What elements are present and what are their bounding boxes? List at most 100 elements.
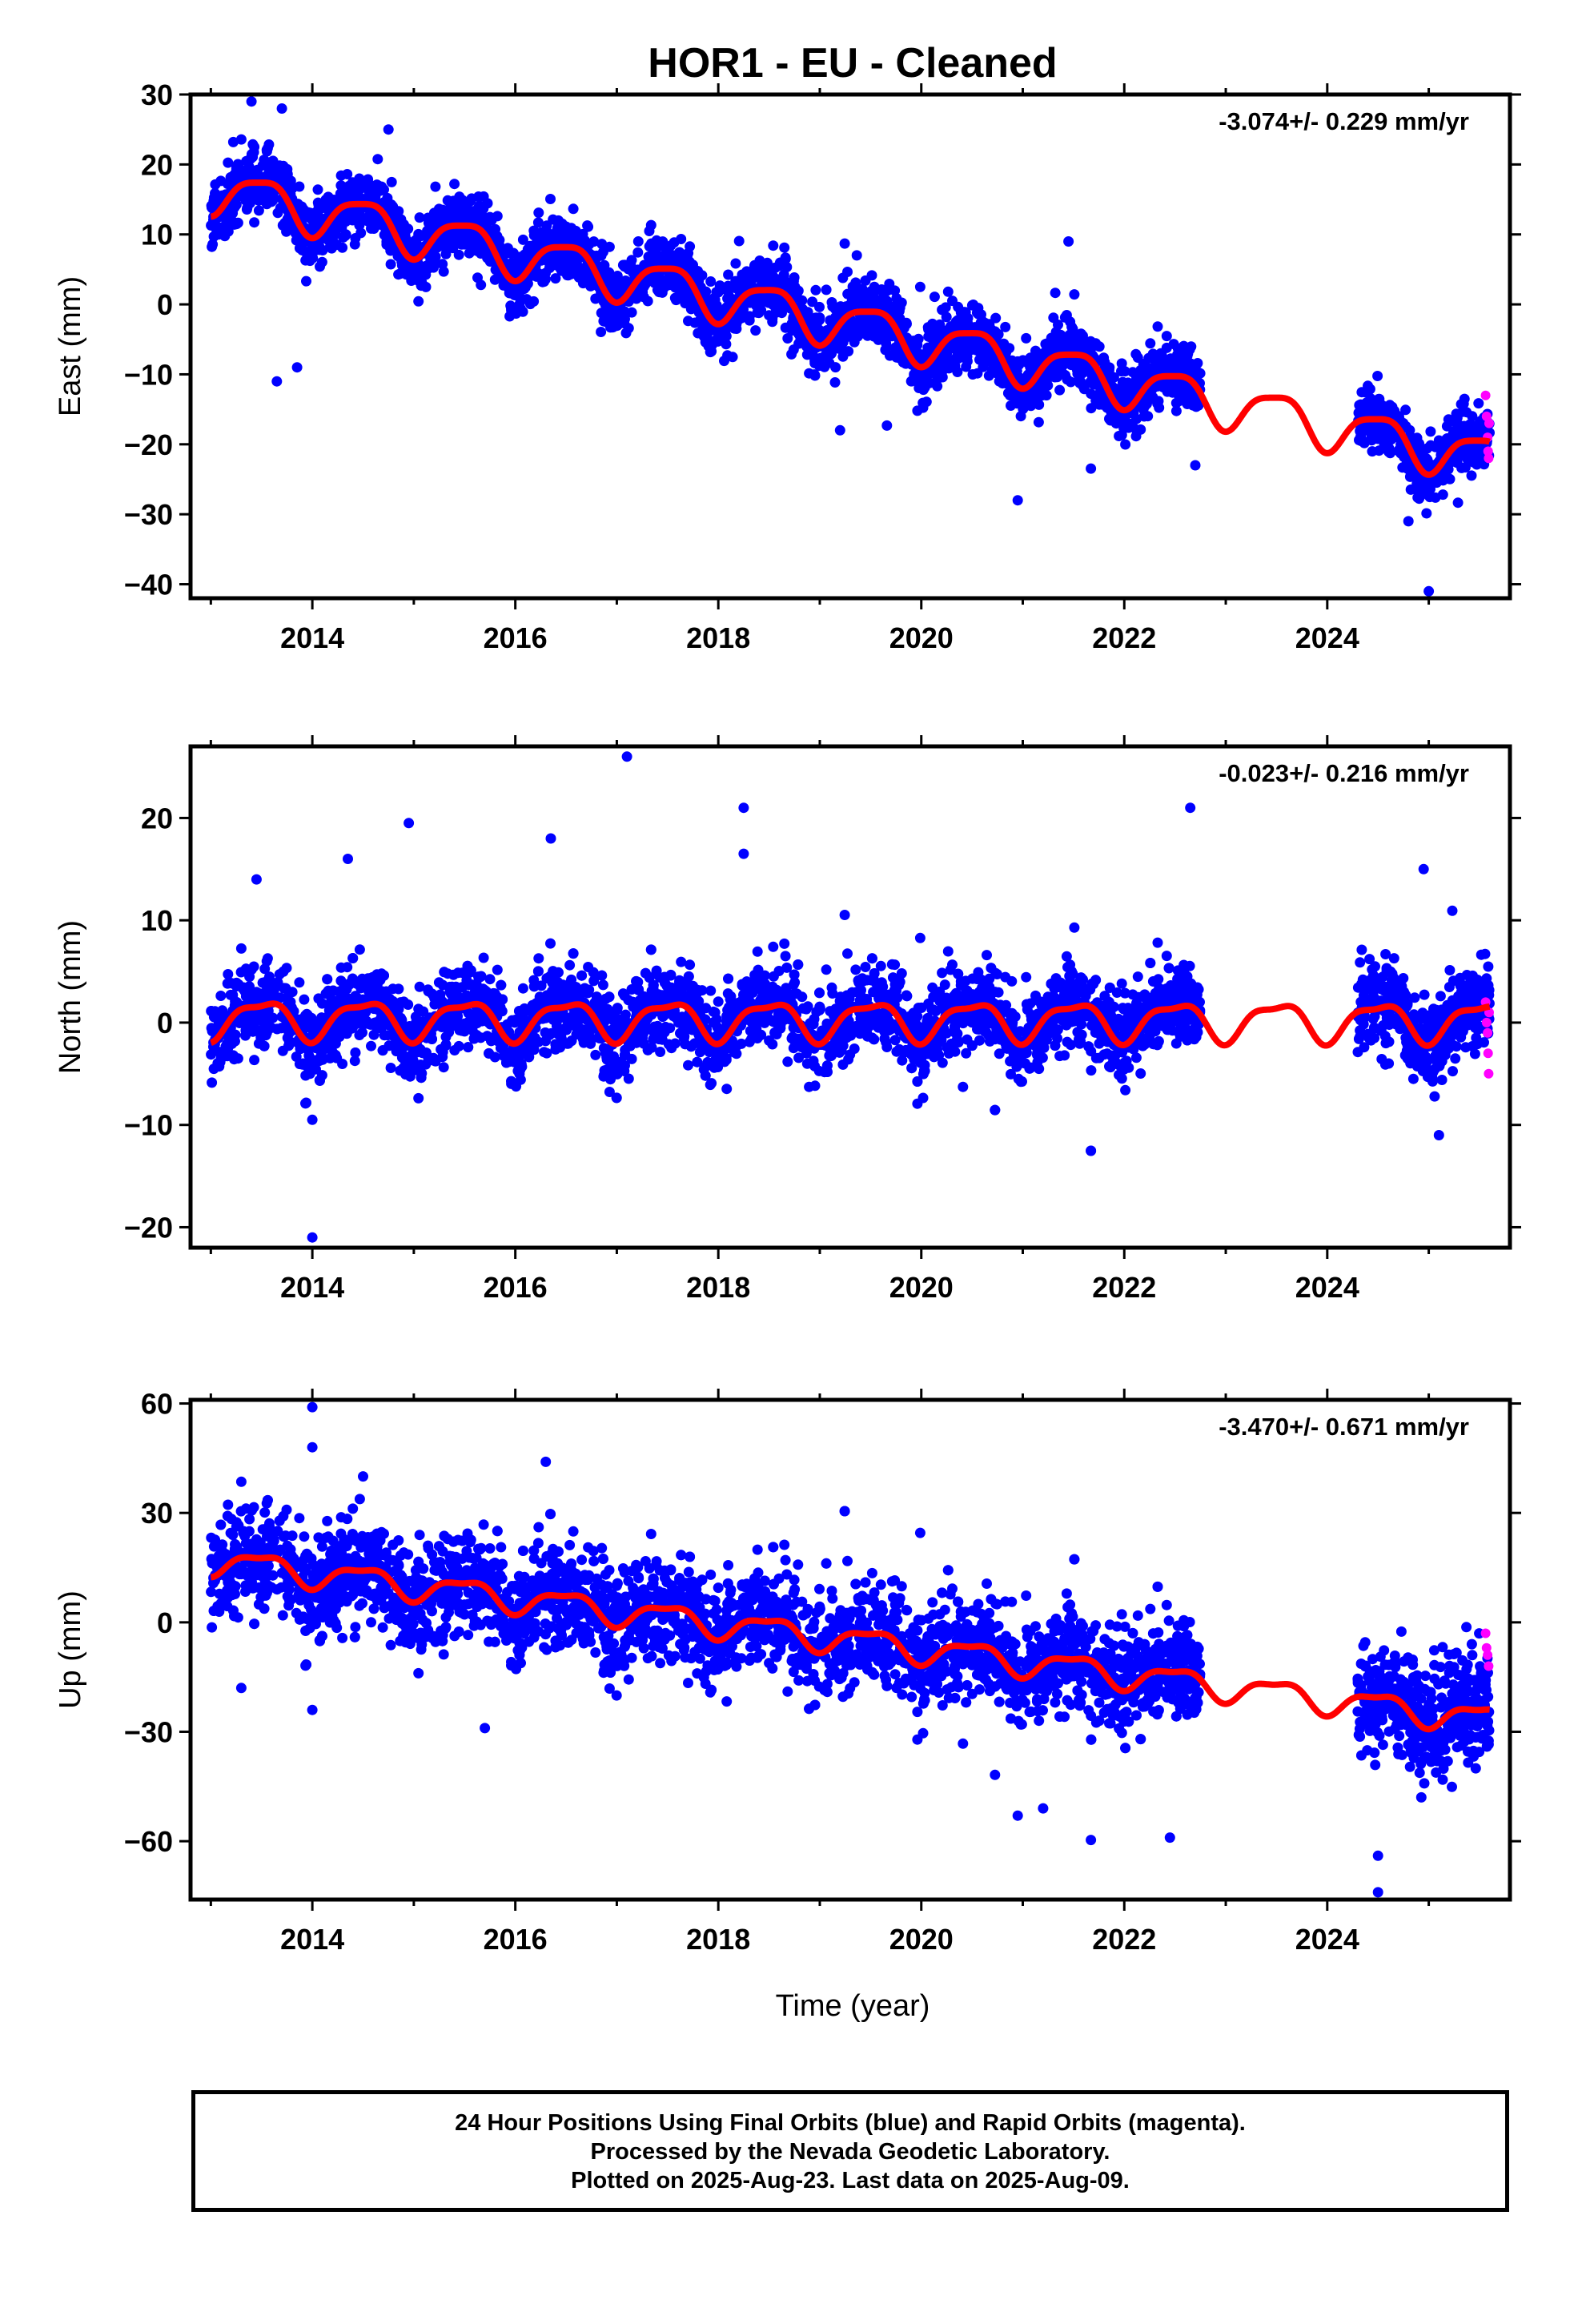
- east-point: [733, 235, 745, 247]
- north-point: [782, 1056, 793, 1068]
- east-point: [541, 220, 552, 231]
- east-point: [533, 207, 544, 219]
- east-point: [723, 269, 734, 280]
- east-point: [214, 229, 225, 240]
- east-point: [737, 270, 748, 281]
- east-point: [865, 286, 877, 297]
- east-point: [1416, 448, 1427, 460]
- east-point: [472, 272, 483, 283]
- east-point: [986, 324, 996, 335]
- east-outlier-point: [1190, 460, 1201, 471]
- north-point: [478, 952, 489, 963]
- east-point: [1050, 287, 1061, 299]
- east-outlier-point: [1063, 236, 1074, 247]
- east-point: [596, 239, 608, 250]
- east-point: [395, 268, 406, 279]
- east-point: [222, 219, 233, 230]
- east-point: [775, 304, 786, 315]
- east-point: [632, 247, 644, 258]
- east-point: [355, 211, 367, 222]
- east-frame: [188, 92, 1512, 601]
- east-point: [683, 316, 693, 327]
- east-point: [469, 244, 480, 255]
- east-point: [901, 317, 912, 328]
- north-point: [414, 981, 425, 992]
- east-point: [701, 286, 712, 297]
- east-point: [1130, 413, 1142, 424]
- east-point: [478, 191, 489, 202]
- east-outlier-point: [1423, 585, 1435, 597]
- east-point: [560, 249, 571, 260]
- north-point: [1152, 937, 1163, 948]
- north-point: [914, 932, 926, 943]
- east-point: [477, 214, 488, 225]
- east-point: [952, 351, 962, 362]
- east-point: [584, 275, 595, 287]
- east-point: [680, 253, 691, 264]
- north-point: [768, 941, 779, 952]
- east-point: [494, 235, 505, 246]
- east-point: [1120, 439, 1131, 450]
- east-point: [757, 272, 768, 283]
- east-point: [639, 259, 650, 271]
- east-point: [1357, 424, 1368, 435]
- east-point: [1439, 468, 1450, 479]
- east-point: [1405, 484, 1416, 495]
- east-point: [437, 259, 448, 270]
- east-point: [312, 184, 323, 195]
- east-point: [1005, 390, 1016, 401]
- east-point: [1048, 312, 1059, 324]
- east-point: [354, 219, 365, 231]
- east-point: [843, 300, 854, 312]
- east-y-axis-label: East (mm): [54, 276, 87, 416]
- east-point: [844, 320, 855, 332]
- east-point: [1400, 404, 1411, 416]
- east-outlier-point: [383, 124, 394, 135]
- east-point: [1359, 387, 1371, 398]
- east-point: [612, 271, 623, 281]
- east-point: [298, 211, 309, 222]
- north-point: [300, 1070, 311, 1081]
- east-point: [782, 333, 793, 344]
- east-point: [632, 236, 644, 247]
- north-point: [235, 943, 247, 954]
- east-point: [669, 292, 681, 304]
- east-point: [801, 349, 813, 360]
- east-point: [960, 307, 971, 318]
- east-x-tick-label: 2024: [1295, 621, 1359, 654]
- east-point: [722, 280, 733, 292]
- north-point: [1006, 1068, 1016, 1080]
- east-point: [504, 287, 515, 299]
- east-point: [1062, 374, 1073, 385]
- east-rapid-orbit-point: [1484, 418, 1494, 428]
- east-point: [685, 241, 696, 252]
- east-point: [807, 296, 818, 308]
- east-point: [1147, 351, 1158, 362]
- east-point: [793, 328, 804, 340]
- east-point: [914, 350, 926, 361]
- east-point: [1042, 375, 1052, 386]
- east-point: [414, 212, 425, 223]
- east-point: [261, 144, 272, 155]
- east-outlier-point: [834, 424, 845, 436]
- east-point: [349, 239, 360, 250]
- east-point: [721, 339, 732, 350]
- east-point: [666, 249, 677, 260]
- north-point: [207, 1077, 218, 1088]
- east-point: [1132, 352, 1143, 363]
- east-point: [544, 263, 555, 274]
- east-point: [759, 296, 770, 307]
- east-point: [850, 277, 861, 288]
- east-point: [626, 255, 637, 266]
- east-point: [1425, 484, 1435, 495]
- east-point: [1466, 448, 1477, 459]
- east-point: [215, 175, 227, 187]
- east-point: [882, 285, 893, 296]
- east-point: [849, 336, 860, 348]
- east-point: [315, 261, 325, 272]
- east-point: [445, 210, 456, 221]
- east-point: [1476, 424, 1487, 436]
- east-point: [809, 370, 821, 381]
- east-point: [834, 332, 845, 342]
